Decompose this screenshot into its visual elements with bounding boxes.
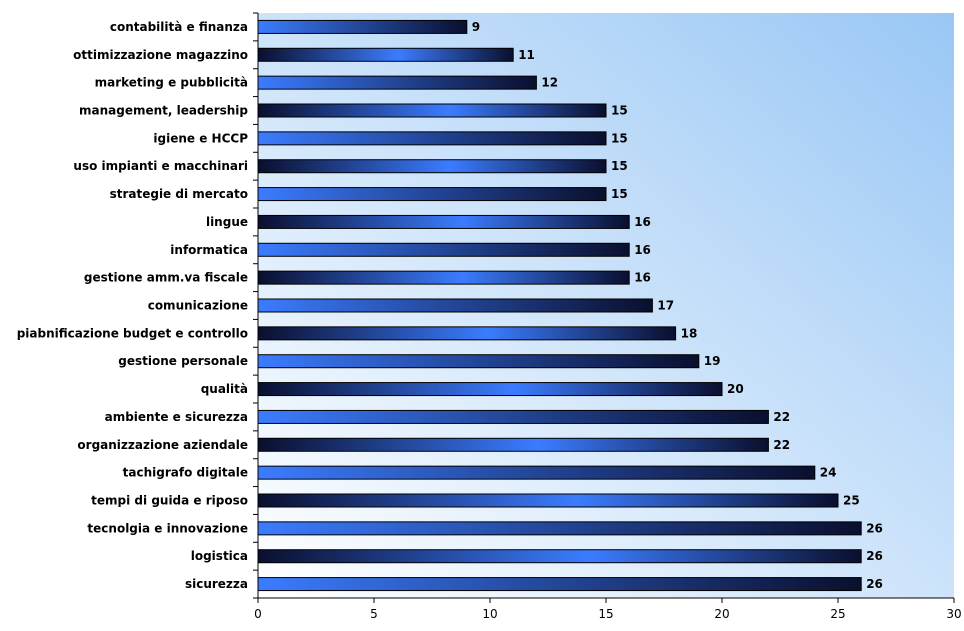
category-label: comunicazione bbox=[148, 299, 248, 313]
data-label: 22 bbox=[773, 438, 790, 452]
bar bbox=[257, 437, 769, 452]
category-label: piabnificazione budget e controllo bbox=[17, 326, 248, 340]
bar bbox=[257, 465, 816, 480]
data-label: 12 bbox=[541, 76, 558, 90]
data-label: 15 bbox=[611, 159, 628, 173]
bar bbox=[257, 242, 630, 257]
category-label: tachigrafo digitale bbox=[123, 466, 248, 480]
bar bbox=[257, 159, 607, 174]
x-tick-label: 25 bbox=[830, 607, 845, 621]
x-tick-label: 0 bbox=[254, 607, 262, 621]
data-label: 25 bbox=[843, 494, 860, 508]
x-tick-label: 10 bbox=[482, 607, 497, 621]
bar bbox=[257, 382, 723, 397]
data-label: 26 bbox=[866, 549, 883, 563]
data-label: 26 bbox=[866, 577, 883, 591]
data-label: 16 bbox=[634, 243, 651, 257]
data-label: 9 bbox=[472, 20, 480, 34]
bar bbox=[257, 409, 769, 424]
data-label: 11 bbox=[518, 48, 535, 62]
category-label: informatica bbox=[170, 243, 248, 257]
bar bbox=[257, 326, 677, 341]
data-label: 15 bbox=[611, 104, 628, 118]
category-label: gestione amm.va fiscale bbox=[84, 271, 248, 285]
bar bbox=[257, 354, 700, 369]
category-label: igiene e HCCP bbox=[153, 131, 248, 145]
data-label: 15 bbox=[611, 131, 628, 145]
category-label: marketing e pubblicità bbox=[95, 76, 248, 90]
data-label: 26 bbox=[866, 521, 883, 535]
data-label: 16 bbox=[634, 215, 651, 229]
category-label: tecnolgia e innovazione bbox=[87, 521, 248, 535]
bar bbox=[257, 187, 607, 202]
data-label: 15 bbox=[611, 187, 628, 201]
category-label: tempi di guida e riposo bbox=[91, 494, 248, 508]
bar bbox=[257, 549, 862, 564]
category-label: sicurezza bbox=[185, 577, 248, 591]
bar bbox=[257, 577, 862, 592]
x-tick-label: 20 bbox=[714, 607, 729, 621]
bar bbox=[257, 75, 537, 90]
category-label: management, leadership bbox=[79, 104, 248, 118]
x-tick-label: 5 bbox=[370, 607, 378, 621]
category-label: contabilità e finanza bbox=[110, 20, 248, 34]
bar bbox=[257, 521, 862, 536]
category-label: lingue bbox=[206, 215, 248, 229]
category-label: qualità bbox=[201, 382, 248, 396]
bar bbox=[257, 298, 653, 313]
data-label: 24 bbox=[820, 466, 837, 480]
category-label: logistica bbox=[191, 549, 248, 563]
data-label: 17 bbox=[657, 299, 674, 313]
bar bbox=[257, 270, 630, 285]
bar bbox=[257, 131, 607, 146]
category-label: strategie di mercato bbox=[110, 187, 248, 201]
data-label: 20 bbox=[727, 382, 744, 396]
bar bbox=[257, 214, 630, 229]
category-label: uso impianti e macchinari bbox=[73, 159, 248, 173]
x-tick-label: 30 bbox=[946, 607, 961, 621]
category-label: gestione personale bbox=[118, 354, 248, 368]
bar bbox=[257, 493, 839, 508]
x-tick-label: 15 bbox=[598, 607, 613, 621]
bar bbox=[257, 103, 607, 118]
bar bbox=[257, 19, 468, 34]
bar bbox=[257, 47, 514, 62]
category-label: ambiente e sicurezza bbox=[105, 410, 248, 424]
data-label: 16 bbox=[634, 271, 651, 285]
data-label: 18 bbox=[681, 326, 698, 340]
category-label: organizzazione aziendale bbox=[77, 438, 248, 452]
data-label: 19 bbox=[704, 354, 721, 368]
data-label: 22 bbox=[773, 410, 790, 424]
category-label: ottimizzazione magazzino bbox=[73, 48, 248, 62]
